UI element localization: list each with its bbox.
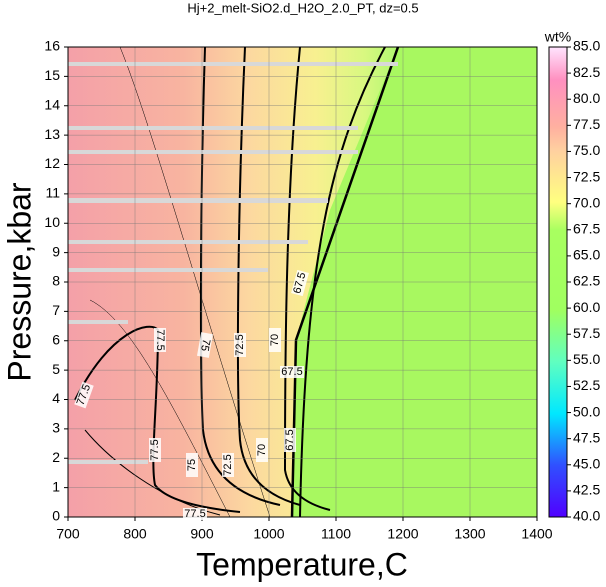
y-tick-label: 12 <box>44 155 60 171</box>
colorbar-tick-label: 85.0 <box>573 38 600 54</box>
contour-label-bg <box>284 428 296 452</box>
contour-label-bg <box>183 508 207 520</box>
colorbar-tick-label: 70.0 <box>573 194 600 210</box>
colorbar-tick-label: 55.0 <box>573 351 600 367</box>
y-tick-label: 9 <box>52 243 60 259</box>
contour-label: 75 <box>197 332 213 358</box>
x-tick-label: 1000 <box>253 526 284 542</box>
contour-label: 70 <box>269 328 281 352</box>
contour-label-text: 72.5 <box>222 454 234 475</box>
y-tick-label: 5 <box>52 361 60 377</box>
y-tick-label: 16 <box>44 38 60 54</box>
contour-label-text: 77.5 <box>184 508 205 520</box>
x-tick-label: 1300 <box>454 526 485 542</box>
contour-label-text: 77.5 <box>154 329 166 350</box>
chart-title: Hj+2_melt-SiO2.d_H2O_2.0_PT, dz=0.5 <box>187 0 418 15</box>
y-tick-label: 15 <box>44 67 60 83</box>
y-tick-label: 14 <box>44 96 60 112</box>
colorbar-tick-label: 60.0 <box>573 299 600 315</box>
contour-label-bg <box>256 438 268 462</box>
y-axis-title: Pressure,kbar <box>1 182 37 382</box>
contour-label-text: 75 <box>186 459 198 471</box>
y-tick-label: 6 <box>52 331 60 347</box>
contour-label-bg <box>269 328 281 352</box>
contour-label-text: 67.5 <box>281 366 302 378</box>
colorbar-tick-label: 75.0 <box>573 142 600 158</box>
colorbar-tick-label: 67.5 <box>573 220 600 236</box>
contour-label: 77.5 <box>183 508 207 520</box>
contour-label: 67.5 <box>280 366 304 378</box>
y-tick-label: 3 <box>52 420 60 436</box>
contour-label-bg <box>234 333 246 357</box>
y-tick-label: 13 <box>44 126 60 142</box>
y-tick-label: 8 <box>52 273 60 289</box>
colorbar-tick-label: 52.5 <box>573 377 600 393</box>
contour-label-bg <box>291 269 309 297</box>
x-tick-label: 1200 <box>387 526 418 542</box>
contour-label-bg <box>197 332 213 358</box>
contour-label-bg <box>222 453 234 477</box>
colorbar-tick-label: 65.0 <box>573 247 600 263</box>
gaps <box>68 62 398 464</box>
x-tick-label: 900 <box>190 526 214 542</box>
colorbar-tick-label: 72.5 <box>573 168 600 184</box>
colorbar-tick-label: 42.5 <box>573 482 600 498</box>
colorbar-tick-label: 82.5 <box>573 64 600 80</box>
colorbar-tick-label: 80.0 <box>573 90 600 106</box>
contour-label: 72.5 <box>222 453 234 477</box>
contour-label-text: 72.5 <box>234 334 246 355</box>
x-tick-label: 800 <box>123 526 147 542</box>
y-tick-label: 2 <box>52 449 60 465</box>
y-tick-label: 11 <box>45 185 60 201</box>
contour-label-text: 67.5 <box>291 271 308 295</box>
contour-label-bg <box>186 453 198 477</box>
colorbar-tick-label: 47.5 <box>573 429 600 445</box>
y-tick-label: 1 <box>52 478 60 494</box>
colorbar-tick-label: 40.0 <box>573 508 600 524</box>
contour-label: 77.5 <box>149 438 161 462</box>
contour-label-bg <box>74 381 94 409</box>
y-tick-label: 10 <box>44 214 60 230</box>
colorbar-tick-label: 50.0 <box>573 403 600 419</box>
contour-label: 72.5 <box>234 333 246 357</box>
contour-label-text: 77.5 <box>149 439 161 460</box>
x-tick-label: 700 <box>56 526 80 542</box>
y-tick-label: 7 <box>52 302 60 318</box>
contour-label-text: 67.5 <box>284 429 296 450</box>
contour-lines <box>74 47 400 517</box>
x-tick-label: 1100 <box>321 526 351 542</box>
y-tick-label: 4 <box>52 390 60 406</box>
colorbar-label: wt% <box>544 29 571 45</box>
colorbar-tick-label: 62.5 <box>573 273 600 289</box>
contour-label-text: 70 <box>256 444 268 456</box>
contour-label-bg <box>149 438 161 462</box>
contour-label: 67.5 <box>291 269 309 297</box>
contour-label: 77.5 <box>154 328 166 352</box>
contour-label-bg <box>280 366 304 378</box>
contour-label: 70 <box>256 438 268 462</box>
contour-label: 75 <box>186 453 198 477</box>
colorbar-tick-label: 57.5 <box>573 325 600 341</box>
colorbar-tick-label: 45.0 <box>573 455 600 471</box>
x-tick-label: 1400 <box>521 526 552 542</box>
y-tick-label: 0 <box>52 508 60 524</box>
x-axis-title: Temperature,C <box>196 546 408 582</box>
contour-label-text: 70 <box>269 334 281 346</box>
contour-label-bg <box>154 328 166 352</box>
contour-label: 67.5 <box>284 428 296 452</box>
colorbar-tick-label: 77.5 <box>573 116 600 132</box>
contour-label-text: 75 <box>198 338 212 352</box>
colorbar <box>548 46 568 518</box>
